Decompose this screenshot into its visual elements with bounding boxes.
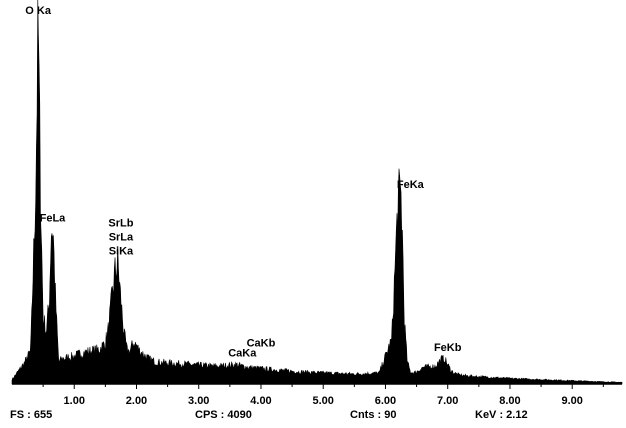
peak-label: CaKb bbox=[247, 338, 276, 350]
x-tick-label: 1.00 bbox=[64, 395, 85, 407]
peak-label: SrLa bbox=[109, 231, 134, 243]
x-axis-ticks bbox=[42, 384, 604, 389]
peak-label: SiKa bbox=[109, 245, 134, 257]
x-tick-label: 5.00 bbox=[313, 395, 334, 407]
peak-label: FeKa bbox=[397, 179, 425, 191]
spectrum-series-0 bbox=[11, 0, 623, 385]
cps-readout: CPS : 4090 bbox=[195, 409, 252, 421]
peak-label: FeLa bbox=[40, 212, 67, 224]
peak-label: CaKa bbox=[228, 348, 257, 360]
peak-label: O Ka bbox=[25, 5, 52, 17]
kev-readout: KeV : 2.12 bbox=[475, 409, 528, 421]
spectrum-fill-group bbox=[11, 0, 623, 385]
x-axis-tick-labels: 1.00 2.00 3.00 4.00 5.00 6.00 7.00 8.00 9.00 bbox=[64, 395, 583, 407]
fs-readout: FS : 655 bbox=[10, 409, 53, 421]
x-tick-label: 6.00 bbox=[375, 395, 396, 407]
x-tick-label: 9.00 bbox=[561, 395, 582, 407]
peak-label: FeKb bbox=[434, 342, 462, 354]
x-tick-label: 4.00 bbox=[250, 395, 271, 407]
x-tick-label: 3.00 bbox=[188, 395, 209, 407]
x-tick-label: 8.00 bbox=[499, 395, 520, 407]
cnts-readout: Cnts : 90 bbox=[350, 409, 397, 421]
x-tick-label: 7.00 bbox=[437, 395, 458, 407]
peak-label: SrLb bbox=[108, 217, 133, 229]
x-tick-label: 2.00 bbox=[126, 395, 147, 407]
